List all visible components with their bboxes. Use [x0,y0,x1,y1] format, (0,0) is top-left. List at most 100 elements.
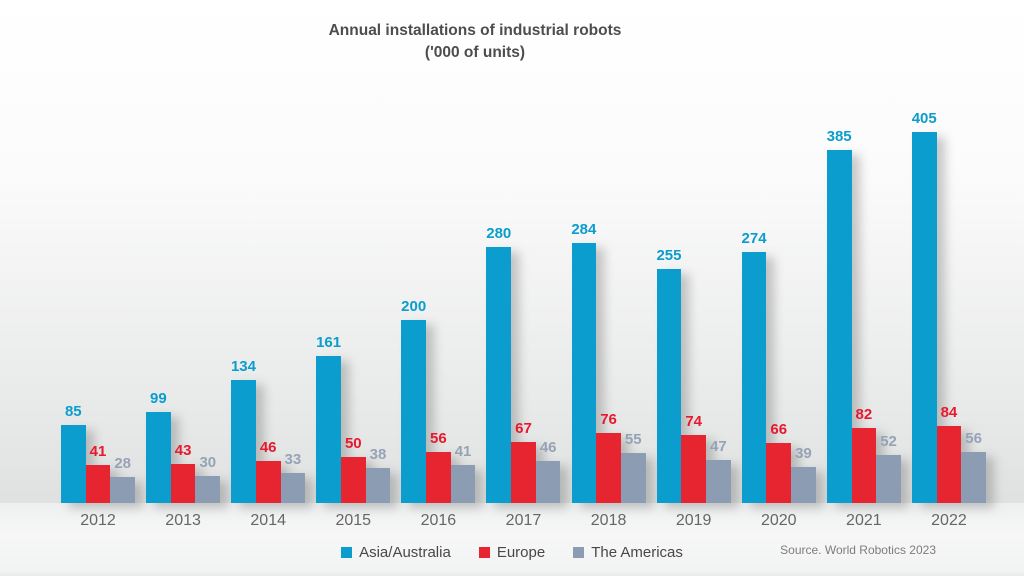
bar-value-label: 274 [741,230,767,247]
bar-asia-australia [486,246,512,503]
bar-the-americas [365,468,391,503]
bar-group-2019: 255 74 47 2019 [656,0,731,529]
bar-group-2015: 161 50 38 2015 [316,0,391,529]
bar-asia-australia [656,269,682,503]
bar-europe [340,457,366,503]
bar-the-americas [705,459,731,503]
x-axis-label: 2020 [760,512,797,529]
bar-value-label: 84 [940,404,958,422]
bar-europe [426,451,451,503]
bar-value-label: 41 [454,443,472,461]
bar-value-label: 161 [316,333,342,351]
x-axis-label: 2015 [335,512,372,529]
bar-group-2016: 200 56 41 2016 [401,0,476,529]
bar-the-americas [620,452,646,503]
bar-asia-australia [826,150,852,503]
bar-group-2020: 274 66 39 2020 [741,0,816,529]
bar-stack [316,0,391,503]
bar-asia-australia [231,380,256,503]
bar-stack [146,0,221,503]
bar-group-2014: 134 46 33 2014 [231,0,306,529]
legend-swatch-europe-icon [478,547,490,558]
bar-europe [596,433,621,503]
chart-floor [0,503,1024,576]
bar-the-americas [535,460,561,503]
x-axis-label: 2013 [165,512,201,529]
bar-value-label: 74 [685,413,702,431]
bar-europe [766,442,792,503]
legend-label-the-americas: The Americas [591,544,683,561]
legend-item-asia-australia: Asia/Australia [341,544,451,561]
bar-stack [401,0,476,503]
legend-item-the-americas: The Americas [573,544,683,561]
bar-group-2021: 385 82 52 2021 [826,0,901,529]
bar-value-label: 405 [911,110,937,127]
bar-value-label: 30 [199,453,217,471]
bar-group-2017: 280 67 46 2017 [486,0,561,529]
x-axis-label: 2014 [250,512,286,529]
bar-value-label: 284 [571,220,597,238]
bar-stack [741,0,816,503]
bar-value-label: 33 [284,450,302,468]
bar-stack [826,0,901,503]
x-axis-label: 2021 [846,512,882,529]
legend-label-asia-australia: Asia/Australia [359,544,451,561]
bar-the-americas [450,465,476,503]
bar-value-label: 46 [539,438,557,456]
x-axis-label: 2019 [675,512,712,529]
bar-value-label: 46 [259,438,277,456]
bar-value-label: 255 [656,247,682,265]
bar-europe [85,465,111,503]
bar-value-label: 38 [369,446,387,464]
bar-stack [656,0,731,503]
bar-value-label: 280 [486,224,512,242]
x-axis-label: 2018 [590,512,627,529]
bar-stack [486,0,561,503]
bar-the-americas [195,475,221,503]
bar-value-label: 67 [515,419,532,437]
bar-europe [936,426,962,503]
bar-the-americas [876,455,901,503]
bar-europe [511,441,536,503]
bar-europe [170,463,196,503]
chart-title: Annual installations of industrial robot… [0,20,950,65]
bar-asia-australia [741,252,767,503]
bar-asia-australia [911,132,937,503]
source-note: Source. World Robotics 2023 [780,543,936,557]
bar-value-label: 385 [826,128,852,146]
legend: Asia/Australia Europe The Americas [0,544,1024,561]
chart-title-line1: Annual installations of industrial robot… [328,22,622,39]
bar-asia-australia [571,242,597,503]
bar-value-label: 47 [710,437,727,455]
bar-value-label: 66 [770,420,788,438]
x-axis-label: 2017 [505,512,542,529]
bar-value-label: 39 [795,445,812,463]
bar-value-label: 200 [401,297,427,315]
x-axis-label: 2012 [80,512,116,529]
chart-title-line2: ('000 of units) [424,44,526,62]
bar-value-label: 50 [344,435,362,453]
bar-value-label: 56 [965,429,982,447]
bar-asia-australia [146,412,171,503]
bar-europe [851,427,877,503]
bar-value-label: 85 [64,403,82,421]
bar-stack [61,0,135,503]
bar-the-americas [280,472,306,503]
bar-group-2012: 85 41 28 2012 [61,0,135,529]
bar-stack [911,0,986,503]
legend-item-europe: Europe [478,544,545,561]
bar-value-label: 55 [624,430,642,448]
bar-value-label: 52 [880,433,897,451]
bar-the-americas [961,451,986,503]
bar-asia-australia [316,355,341,503]
bar-asia-australia [401,319,427,503]
plot-area: 85 41 28 2012 99 43 30 2013 134 46 33 2014 161 50 38 20… [61,0,986,529]
bar-group-2018: 284 76 55 2018 [571,0,646,529]
bar-value-label: 99 [150,390,167,408]
bar-group-2022: 405 84 56 2022 [911,0,986,529]
bar-the-americas [110,477,135,503]
bar-value-label: 41 [89,443,107,461]
bar-europe [681,435,706,503]
bar-group-2013: 99 43 30 2013 [146,0,221,529]
